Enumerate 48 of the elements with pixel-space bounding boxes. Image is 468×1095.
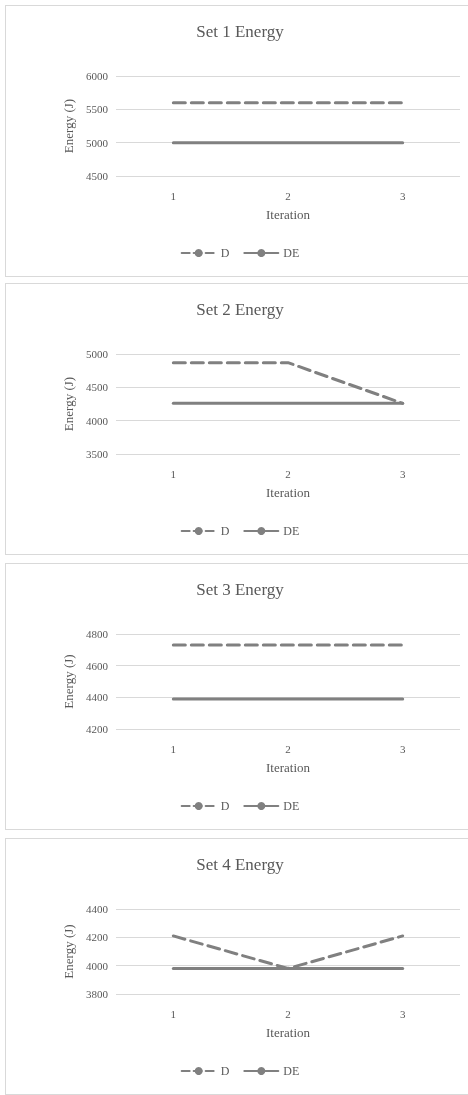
chart-title: Set 2 Energy: [196, 300, 285, 319]
x-tick-label: 2: [285, 467, 291, 480]
y-tick-label: 5000: [86, 348, 109, 360]
x-tick-label: 3: [399, 742, 406, 755]
y-tick-label: 5500: [86, 103, 109, 116]
y-tick-label: 4400: [86, 903, 109, 915]
y-tick-label: 4500: [86, 170, 109, 182]
x-tick-label: 1: [170, 467, 177, 480]
x-axis-title: Iteration: [265, 760, 311, 775]
y-axis-title: Energy (J): [61, 924, 77, 979]
y-tick-label: 5000: [86, 136, 109, 149]
y-tick-label: 4200: [86, 931, 109, 944]
chart-title: Set 4 Energy: [196, 855, 285, 874]
y-tick-label: 4800: [86, 628, 109, 640]
y-axis-title: Energy (J): [61, 376, 77, 432]
x-tick-label: 2: [285, 742, 291, 755]
legend-label: D: [220, 1064, 230, 1078]
y-tick-label: 4500: [86, 381, 109, 394]
chart-title: Set 3 Energy: [196, 580, 285, 599]
y-axis-title: Energy (J): [61, 654, 77, 709]
y-axis-title: Energy (J): [61, 98, 77, 154]
x-tick-label: 2: [285, 1007, 291, 1020]
x-axis-title: Iteration: [265, 485, 311, 500]
y-tick-label: 4000: [86, 959, 109, 972]
x-tick-label: 3: [399, 189, 406, 202]
legend-label: D: [220, 799, 230, 813]
x-tick-label: 2: [285, 189, 291, 202]
chart-title: Set 1 Energy: [196, 22, 285, 41]
y-tick-label: 6000: [86, 70, 109, 82]
x-axis-title: Iteration: [265, 207, 311, 222]
y-tick-label: 3500: [86, 448, 109, 460]
y-tick-label: 3800: [86, 988, 109, 1000]
x-tick-label: 1: [170, 1007, 177, 1020]
legend-label: D: [220, 246, 230, 260]
y-tick-label: 4200: [86, 723, 109, 735]
y-tick-label: 4000: [86, 414, 109, 427]
legend-label: D: [220, 524, 230, 538]
legend-label: DE: [283, 246, 300, 260]
legend-label: DE: [283, 1064, 300, 1078]
x-tick-label: 3: [399, 467, 406, 480]
x-axis-title: Iteration: [265, 1025, 311, 1040]
x-tick-label: 1: [170, 742, 177, 755]
y-tick-label: 4400: [86, 691, 109, 704]
legend-label: DE: [283, 799, 300, 813]
legend-label: DE: [283, 524, 300, 538]
y-tick-label: 4600: [86, 659, 109, 672]
x-tick-label: 3: [399, 1007, 406, 1020]
x-tick-label: 1: [170, 189, 177, 202]
